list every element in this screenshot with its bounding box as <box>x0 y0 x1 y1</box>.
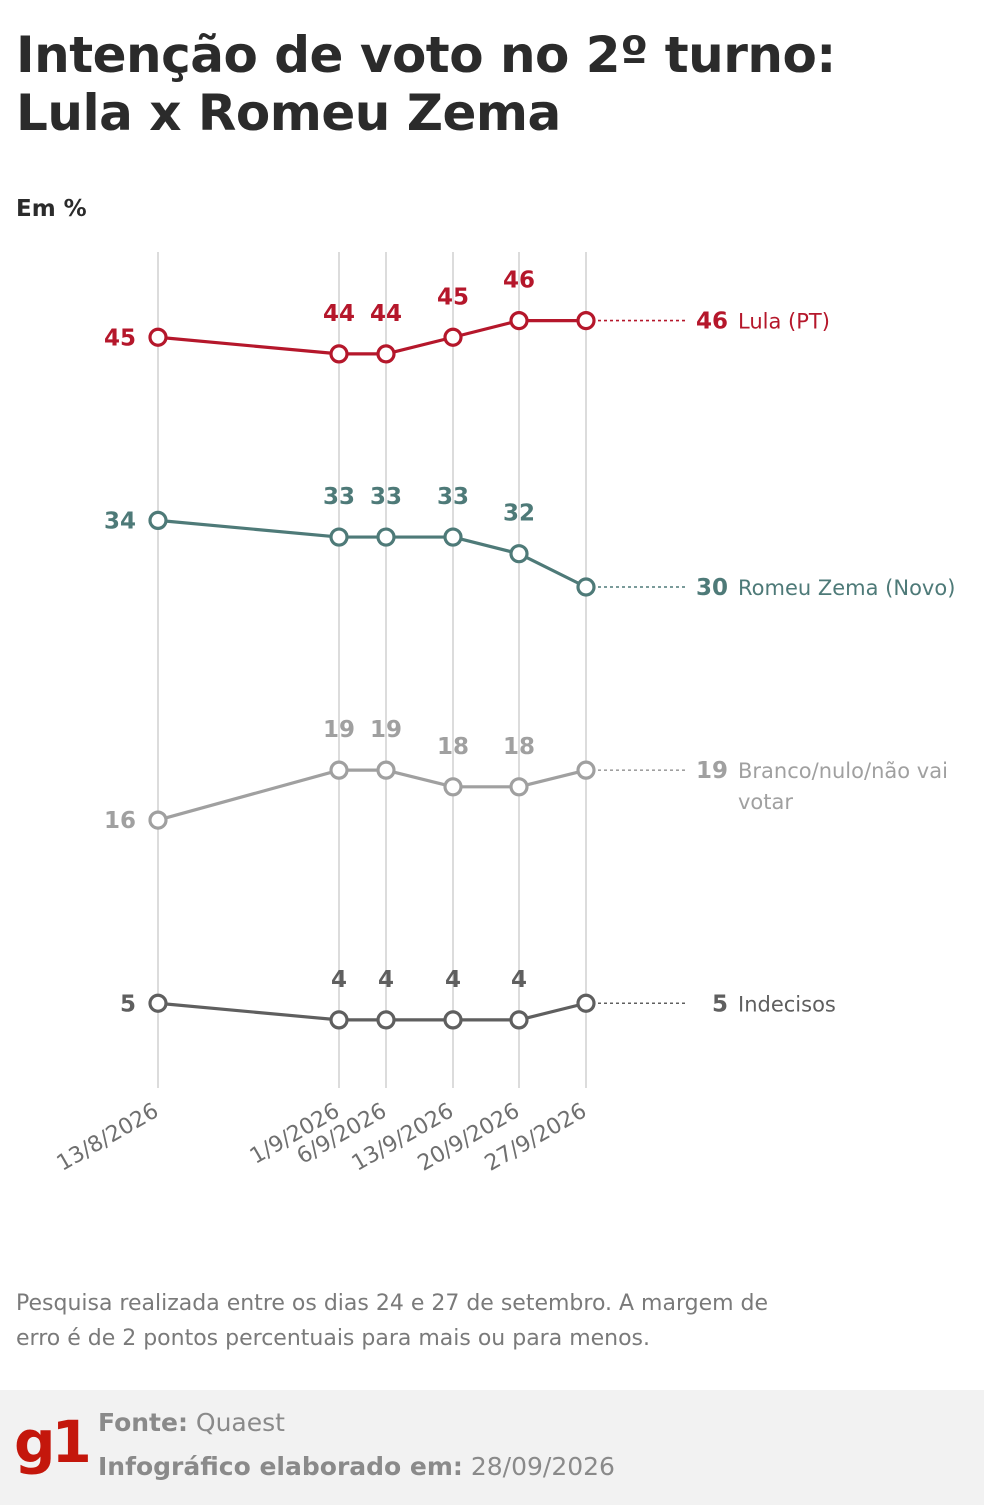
data-label: 45 <box>437 284 469 310</box>
data-label: 18 <box>503 734 535 760</box>
data-point <box>148 810 168 830</box>
data-point <box>329 527 349 547</box>
data-point <box>509 1010 529 1030</box>
source-label: Fonte: <box>98 1408 188 1437</box>
data-label: 18 <box>437 734 469 760</box>
series-name-label: Lula (PT) <box>738 310 830 334</box>
data-point <box>509 311 529 331</box>
line-chart: 13/8/2026 1/9/20266/9/202613/9/202620/9/2… <box>53 252 955 1177</box>
series-name-label: Indecisos <box>738 992 836 1016</box>
source-value: Quaest <box>195 1408 285 1437</box>
data-label: 33 <box>437 484 469 510</box>
source-line: Fonte: Quaest <box>98 1408 285 1437</box>
data-label: 5 <box>120 991 136 1017</box>
date-label: Infográfico elaborado em: <box>98 1452 463 1481</box>
data-point <box>329 760 349 780</box>
series-line <box>157 319 586 356</box>
series-line <box>157 1001 587 1022</box>
data-point <box>148 993 168 1013</box>
x-tick-label: 13/8/2026 <box>53 1099 163 1177</box>
data-point <box>148 510 168 531</box>
data-point <box>576 311 596 331</box>
g1-logo: g1 <box>14 1408 92 1476</box>
end-value-label: 5 <box>712 991 728 1017</box>
end-value-label: 19 <box>696 758 728 784</box>
data-point <box>329 344 349 364</box>
data-point <box>329 1010 349 1030</box>
data-point <box>443 327 463 347</box>
end-value-label: 46 <box>696 309 728 335</box>
data-label: 4 <box>331 967 347 993</box>
data-point <box>576 760 596 780</box>
data-point <box>509 777 529 797</box>
data-point <box>443 527 463 547</box>
data-label: 19 <box>323 717 355 743</box>
data-label: 19 <box>370 717 402 743</box>
data-point <box>376 527 396 547</box>
data-label: 45 <box>104 325 136 351</box>
series-name-label: Romeu Zema (Novo) <box>738 576 955 600</box>
data-point <box>376 344 396 364</box>
data-label: 4 <box>445 967 461 993</box>
methodology-note: Pesquisa realizada entre os dias 24 e 27… <box>16 1291 769 1351</box>
series-line <box>157 518 587 589</box>
data-point <box>509 544 529 564</box>
end-value-label: 30 <box>696 575 728 601</box>
data-point <box>376 1010 396 1030</box>
data-point <box>443 1010 463 1030</box>
series-line <box>157 768 587 822</box>
data-label: 16 <box>104 808 136 834</box>
data-point <box>148 327 168 347</box>
data-label: 4 <box>378 967 394 993</box>
data-label: 33 <box>323 484 355 510</box>
data-point <box>376 760 396 780</box>
footer: g1 Fonte: Quaest Infográfico elaborado e… <box>0 1390 984 1505</box>
date-line: Infográfico elaborado em: 28/09/2026 <box>98 1452 615 1481</box>
data-label: 46 <box>503 268 535 294</box>
data-label: 4 <box>511 967 527 993</box>
unit-label: Em % <box>16 196 87 222</box>
data-label: 44 <box>370 301 402 327</box>
series-name-label: Branco/nulo/não vai votar <box>738 759 948 814</box>
data-label: 32 <box>503 501 535 527</box>
data-point <box>576 993 596 1013</box>
data-label: 33 <box>370 484 402 510</box>
date-value: 28/09/2026 <box>470 1452 615 1481</box>
data-label: 34 <box>104 508 136 534</box>
chart-title: Intenção de voto no 2º turno: Lula x Rom… <box>16 26 836 142</box>
data-point <box>443 777 463 797</box>
data-point <box>576 577 596 597</box>
data-label: 44 <box>323 301 355 327</box>
